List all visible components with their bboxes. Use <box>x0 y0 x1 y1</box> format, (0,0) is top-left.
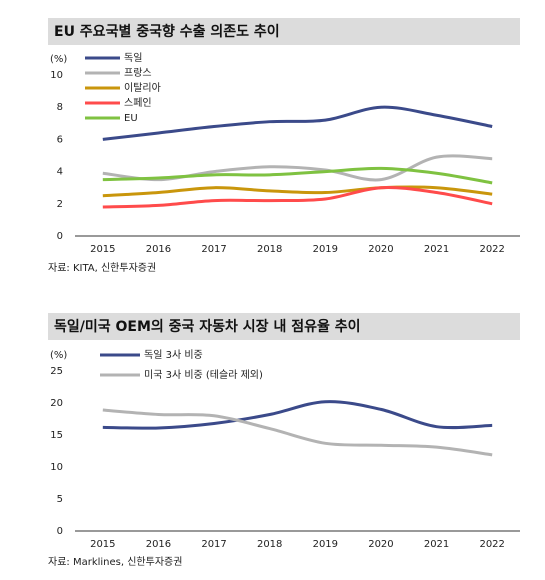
y-tick-label: 6 <box>57 134 63 145</box>
chart-title: 독일/미국 OEM의 중국 자동차 시장 내 점유율 추이 <box>54 318 360 335</box>
x-tick-label: 2021 <box>424 244 449 255</box>
y-axis-label: (%) <box>50 54 67 65</box>
legend-label: 이탈리아 <box>124 81 161 94</box>
y-tick-label: 4 <box>57 167 63 178</box>
legend-label: 프랑스 <box>124 67 152 79</box>
x-tick-label: 2022 <box>479 539 504 550</box>
x-tick-label: 2019 <box>313 539 338 550</box>
title-bar <box>48 313 520 340</box>
y-tick-label: 5 <box>57 494 63 505</box>
legend-label: 스페인 <box>124 97 152 109</box>
x-tick-label: 2016 <box>146 244 171 255</box>
x-tick-label: 2017 <box>201 539 226 550</box>
legend-label: EU <box>124 113 138 124</box>
x-tick-label: 2020 <box>368 244 393 255</box>
title-bar <box>48 18 520 45</box>
y-tick-label: 15 <box>50 430 63 441</box>
x-tick-label: 2022 <box>479 244 504 255</box>
line <box>102 166 493 185</box>
source-note: 자료: KITA, 신한투자증권 <box>48 262 156 274</box>
x-tick-label: 2016 <box>146 539 171 550</box>
y-tick-label: 0 <box>57 526 63 537</box>
line <box>102 408 493 457</box>
x-tick-label: 2020 <box>368 539 393 550</box>
x-tick-label: 2018 <box>257 244 282 255</box>
line <box>102 154 493 182</box>
line <box>102 105 493 141</box>
line <box>102 185 493 209</box>
y-tick-label: 2 <box>57 199 63 210</box>
y-tick-label: 20 <box>50 398 63 409</box>
y-tick-label: 25 <box>50 366 63 377</box>
y-tick-label: 0 <box>57 231 63 242</box>
line <box>102 400 493 430</box>
x-tick-label: 2021 <box>424 539 449 550</box>
x-tick-label: 2015 <box>90 244 115 255</box>
chart-title: EU 주요국별 중국향 수출 의존도 추이 <box>54 23 280 40</box>
line <box>102 185 493 198</box>
legend-label: 미국 3사 비중 (테슬라 제외) <box>144 369 263 381</box>
y-tick-label: 10 <box>50 70 63 81</box>
x-tick-label: 2017 <box>201 244 226 255</box>
source-note: 자료: Marklines, 신한투자증권 <box>48 556 182 568</box>
y-tick-label: 10 <box>50 462 63 473</box>
x-tick-label: 2015 <box>90 539 115 550</box>
y-tick-label: 8 <box>57 102 63 113</box>
legend-label: 독일 3사 비중 <box>144 349 203 361</box>
x-tick-label: 2018 <box>257 539 282 550</box>
y-axis-label: (%) <box>50 350 67 361</box>
legend-label: 독일 <box>124 52 142 64</box>
x-tick-label: 2019 <box>313 244 338 255</box>
